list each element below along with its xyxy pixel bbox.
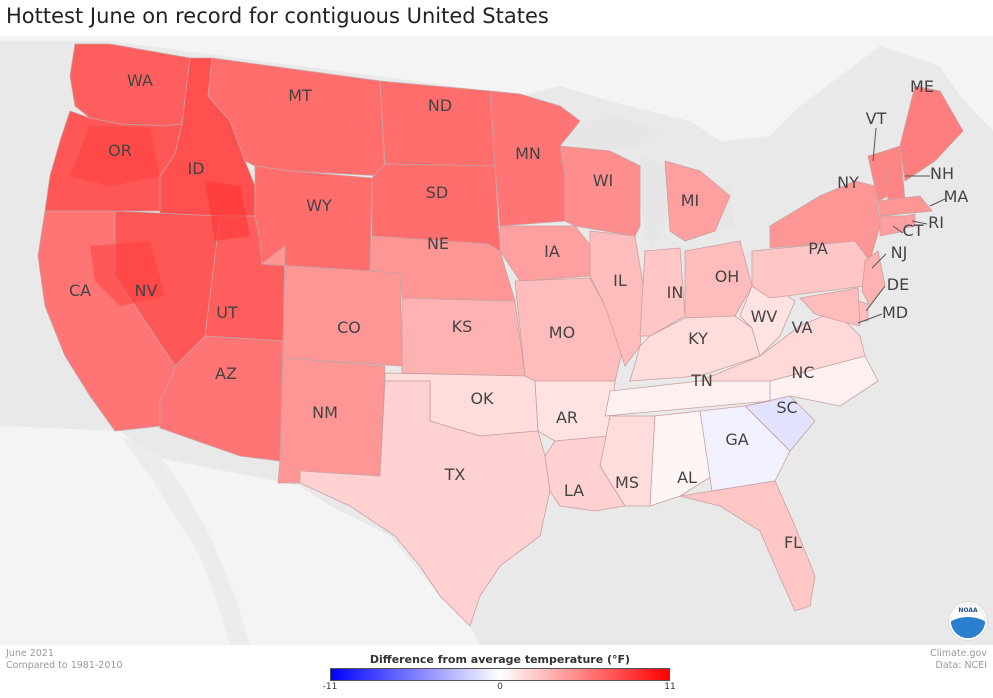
state-az (159, 335, 284, 462)
label-nc: NC (791, 363, 814, 382)
hot-core-2 (205, 181, 250, 241)
legend-mid-label: 0 (497, 682, 503, 692)
label-oh: OH (715, 267, 740, 286)
label-fl: FL (784, 533, 802, 552)
leader-line-4 (892, 225, 904, 234)
label-me: ME (910, 77, 934, 96)
state-labels: WA OR CA ID NV UT AZ MT WY CO NM ND SD NE KS OK TX MN IA MO… (69, 71, 968, 552)
state-md (799, 287, 861, 327)
states-layer (37, 43, 964, 627)
label-ga: GA (725, 430, 748, 449)
label-nm: NM (312, 403, 338, 422)
footer-credit: Climate.gov (929, 648, 987, 659)
label-mi: MI (681, 191, 700, 210)
baja-land (120, 436, 250, 645)
state-al (649, 410, 713, 507)
state-va (699, 310, 866, 382)
label-co: CO (337, 318, 361, 337)
label-mo: MO (549, 323, 575, 342)
label-az: AZ (215, 364, 237, 383)
label-wy: WY (306, 196, 332, 215)
leader-line-3 (911, 220, 928, 225)
logo-text: NOAA (958, 607, 978, 614)
label-la: LA (564, 481, 584, 500)
state-wi (559, 145, 641, 237)
label-nj: NJ (891, 243, 908, 262)
footer-date: June 2021 (6, 648, 54, 659)
noaa-logo: NOAA (949, 602, 987, 640)
state-me (899, 85, 964, 182)
label-ne: NE (427, 234, 449, 253)
label-sd: SD (426, 183, 448, 202)
state-il (589, 230, 646, 367)
label-il: IL (613, 271, 627, 290)
label-wa: WA (127, 71, 153, 90)
leader-lines (857, 127, 946, 324)
label-va: VA (792, 318, 813, 337)
label-mt: MT (288, 86, 312, 105)
label-nh: NH (930, 164, 954, 183)
label-wi: WI (593, 171, 614, 190)
hot-core-0 (70, 126, 160, 186)
state-ks (401, 297, 526, 377)
state-nd (379, 80, 496, 167)
hot-core-1 (90, 241, 165, 306)
label-ct: CT (903, 221, 924, 240)
state-nc (744, 355, 879, 407)
legend-title: Difference from average temperature (°F) (369, 653, 631, 666)
label-ut: UT (216, 303, 238, 322)
label-nd: ND (428, 96, 452, 115)
footer: June 2021 Compared to 1981-2010 Climate.… (0, 645, 993, 698)
state-fl (679, 480, 816, 612)
label-ar: AR (556, 408, 578, 427)
label-tn: TN (690, 371, 713, 390)
canada-land (0, 36, 993, 141)
label-in: IN (667, 283, 684, 302)
footer-compared: Compared to 1981-2010 (6, 660, 123, 671)
map-title: Hottest June on record for contiguous Un… (6, 4, 549, 28)
state-mo (514, 277, 626, 382)
label-ky: KY (688, 329, 708, 348)
label-ma: MA (944, 187, 969, 206)
state-in (639, 247, 686, 337)
legend-min-label: -11 (322, 682, 338, 692)
leader-line-6 (865, 285, 886, 312)
state-ct (879, 215, 906, 237)
footer-source: Data: NCEI (935, 660, 987, 671)
leader-line-5 (871, 253, 887, 269)
state-mi (664, 160, 731, 242)
legend-color-bar (330, 668, 670, 681)
state-tx (299, 380, 551, 627)
label-al: AL (677, 468, 697, 487)
label-md: MD (882, 303, 908, 322)
label-ca: CA (69, 281, 91, 300)
label-ri: RI (928, 213, 944, 232)
label-mn: MN (515, 144, 541, 163)
state-ma (877, 195, 933, 217)
label-pa: PA (808, 239, 828, 258)
label-ia: IA (544, 242, 560, 261)
label-wv: WV (751, 307, 778, 326)
label-ny: NY (837, 173, 859, 192)
state-ga (699, 405, 791, 492)
state-ms (599, 415, 656, 507)
map-area: WA OR CA ID NV UT AZ MT WY CO NM ND SD NE KS OK TX MN IA MO… (0, 36, 993, 645)
label-or: OR (108, 141, 132, 160)
label-vt: VT (866, 109, 887, 128)
leader-line-2 (929, 198, 946, 207)
label-ms: MS (615, 473, 639, 492)
logo-wave-shape (951, 617, 985, 638)
label-sc: SC (776, 398, 797, 417)
legend-max-label: 11 (664, 682, 676, 692)
label-ok: OK (470, 389, 494, 408)
mexico-land (0, 426, 480, 645)
label-nv: NV (135, 281, 158, 300)
label-ks: KS (452, 317, 473, 336)
leader-line-0 (872, 127, 877, 162)
us-temperature-map: WA OR CA ID NV UT AZ MT WY CO NM ND SD NE KS OK TX MN IA MO… (0, 36, 993, 645)
leader-line-7 (857, 313, 883, 324)
label-de: DE (887, 275, 909, 294)
label-id: ID (187, 159, 204, 178)
label-tx: TX (444, 465, 466, 484)
